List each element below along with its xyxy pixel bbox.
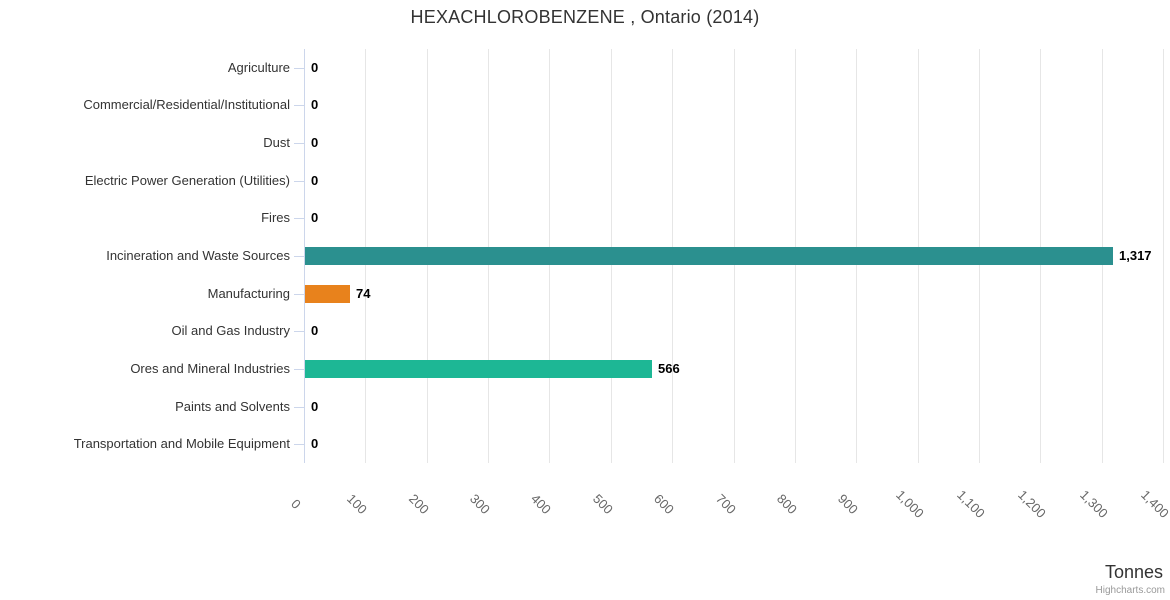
category-label: Commercial/Residential/Institutional (83, 97, 290, 112)
x-axis-tick-label: 0 (288, 496, 304, 512)
x-axis-tick-label: 1,000 (893, 487, 927, 521)
x-axis-tick-label: 400 (528, 491, 554, 517)
category-label: Electric Power Generation (Utilities) (84, 173, 290, 188)
category-label: Dust (263, 135, 290, 150)
bar-value-label: 0 (311, 135, 319, 150)
category-tick (294, 105, 304, 106)
x-axis-tick-label: 1,200 (1015, 487, 1049, 521)
category-label: Paints and Solvents (175, 399, 290, 414)
x-axis-tick-label: 1,100 (954, 487, 988, 521)
bar-value-label: 0 (311, 97, 319, 112)
bar-value-label: 566 (658, 361, 680, 376)
category-label: Manufacturing (207, 286, 290, 301)
x-axis-tick-label: 500 (590, 491, 616, 517)
category-tick (294, 407, 304, 408)
bar-value-label: 0 (311, 173, 319, 188)
chart-title: HEXACHLOROBENZENE , Ontario (2014) (410, 7, 760, 27)
x-axis-tick-label: 200 (406, 491, 432, 517)
x-axis-tick-label: 100 (344, 491, 370, 517)
highcharts-credits-link[interactable]: Highcharts.com (1095, 585, 1165, 596)
x-axis-tick-label: 300 (467, 491, 493, 517)
x-axis-tick-label: 1,400 (1138, 487, 1170, 521)
category-tick (294, 218, 304, 219)
x-axis-tick-label: 1,300 (1077, 487, 1111, 521)
y-axis-line (304, 49, 305, 463)
category-label: Transportation and Mobile Equipment (73, 436, 290, 451)
bar-value-label: 0 (311, 436, 319, 451)
category-label: Fires (261, 210, 290, 225)
category-tick (294, 444, 304, 445)
category-label: Ores and Mineral Industries (130, 361, 290, 376)
category-tick (294, 181, 304, 182)
bar[interactable] (305, 360, 652, 378)
bar-value-label: 74 (356, 286, 371, 301)
category-label: Oil and Gas Industry (171, 323, 291, 338)
x-axis-tick-label: 700 (713, 491, 739, 517)
bar[interactable] (305, 285, 350, 303)
category-tick (294, 331, 304, 332)
bar[interactable] (305, 247, 1113, 265)
category-tick (294, 294, 304, 295)
bar-value-label: 1,317 (1119, 248, 1152, 263)
bar-value-label: 0 (311, 210, 319, 225)
x-axis-title: Tonnes (1104, 562, 1163, 582)
x-axis-tick-label: 600 (651, 491, 677, 517)
category-tick (294, 68, 304, 69)
x-axis-tick-label: 900 (835, 491, 861, 517)
category-label: Agriculture (227, 60, 290, 75)
x-axis-tick-label: 800 (774, 491, 800, 517)
category-tick (294, 369, 304, 370)
category-label: Incineration and Waste Sources (106, 248, 290, 263)
category-tick (294, 256, 304, 257)
category-tick (294, 143, 304, 144)
bar-value-label: 0 (311, 60, 319, 75)
bar-value-label: 0 (311, 399, 319, 414)
bar-value-label: 0 (311, 323, 319, 338)
gridline (1163, 49, 1164, 463)
